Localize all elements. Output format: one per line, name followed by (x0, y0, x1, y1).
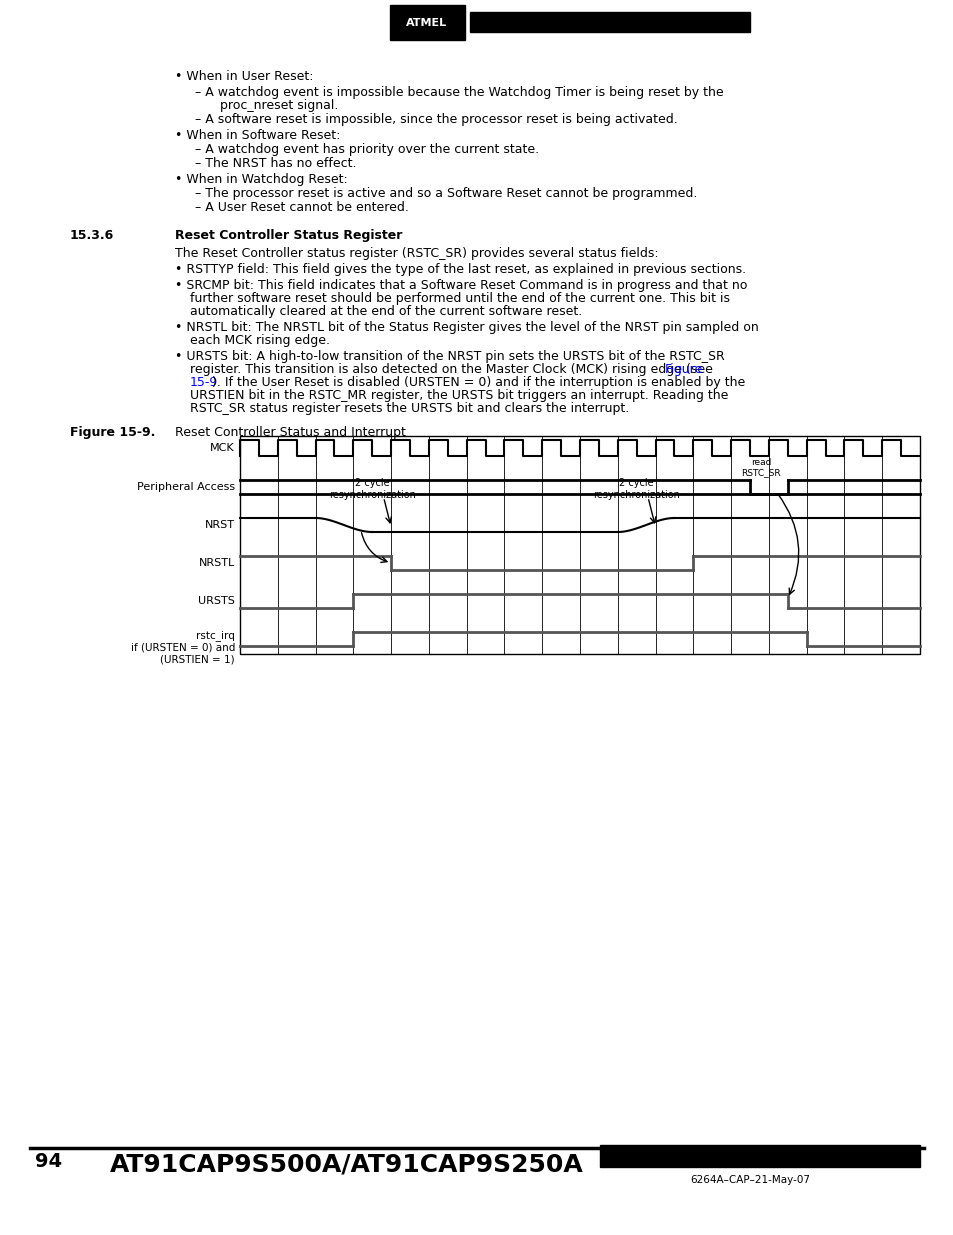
Text: NRST: NRST (205, 520, 234, 530)
Text: • NRSTL bit: The NRSTL bit of the Status Register gives the level of the NRST pi: • NRSTL bit: The NRSTL bit of the Status… (174, 321, 758, 333)
Text: – A software reset is impossible, since the processor reset is being activated.: – A software reset is impossible, since … (194, 112, 677, 126)
Text: • URSTS bit: A high-to-low transition of the NRST pin sets the URSTS bit of the : • URSTS bit: A high-to-low transition of… (174, 350, 724, 363)
Text: register. This transition is also detected on the Master Clock (MCK) rising edge: register. This transition is also detect… (190, 363, 716, 375)
Text: 94: 94 (35, 1152, 62, 1171)
Bar (470, 12, 749, 32)
Text: • When in Software Reset:: • When in Software Reset: (174, 128, 340, 142)
Text: – The processor reset is active and so a Software Reset cannot be programmed.: – The processor reset is active and so a… (194, 186, 697, 200)
Text: Figure: Figure (664, 363, 702, 375)
Text: rstc_irq
if (URSTEN = 0) and
(URSTIEN = 1): rstc_irq if (URSTEN = 0) and (URSTIEN = … (131, 630, 234, 664)
Text: URSTS: URSTS (198, 597, 234, 606)
Bar (240, 436, 919, 655)
Text: proc_nreset signal.: proc_nreset signal. (220, 99, 338, 112)
Text: – A watchdog event has priority over the current state.: – A watchdog event has priority over the… (194, 143, 538, 156)
Text: – A watchdog event is impossible because the Watchdog Timer is being reset by th: – A watchdog event is impossible because… (194, 86, 723, 99)
Text: Reset Controller Status and Interrupt: Reset Controller Status and Interrupt (174, 426, 405, 438)
Text: AT91CAP9S500A/AT91CAP9S250A: AT91CAP9S500A/AT91CAP9S250A (110, 1152, 583, 1176)
Text: NRSTL: NRSTL (198, 558, 234, 568)
Text: Figure 15-9.: Figure 15-9. (70, 426, 155, 438)
Text: Reset Controller Status Register: Reset Controller Status Register (174, 228, 402, 242)
Text: ). If the User Reset is disabled (URSTEN = 0) and if the interruption is enabled: ). If the User Reset is disabled (URSTEN… (212, 375, 744, 389)
Bar (390, 5, 464, 40)
Text: • SRCMP bit: This field indicates that a Software Reset Command is in progress a: • SRCMP bit: This field indicates that a… (174, 279, 746, 291)
Text: 2 cycle
resynchronization: 2 cycle resynchronization (329, 478, 416, 500)
Text: • When in Watchdog Reset:: • When in Watchdog Reset: (174, 173, 348, 186)
Text: automatically cleared at the end of the current software reset.: automatically cleared at the end of the … (190, 305, 581, 317)
Text: • When in User Reset:: • When in User Reset: (174, 70, 314, 83)
Text: URSTIEN bit in the RSTC_MR register, the URSTS bit triggers an interrupt. Readin: URSTIEN bit in the RSTC_MR register, the… (190, 389, 727, 403)
Text: read
RSTC_SR: read RSTC_SR (740, 458, 781, 477)
Text: RSTC_SR status register resets the URSTS bit and clears the interrupt.: RSTC_SR status register resets the URSTS… (190, 403, 629, 415)
Text: – A User Reset cannot be entered.: – A User Reset cannot be entered. (194, 201, 409, 214)
Text: MCK: MCK (211, 443, 234, 453)
Bar (599, 1145, 919, 1167)
Text: 6264A–CAP–21-May-07: 6264A–CAP–21-May-07 (689, 1174, 809, 1186)
Text: 2 cycle
resynchronization: 2 cycle resynchronization (593, 478, 679, 500)
Text: – The NRST has no effect.: – The NRST has no effect. (194, 157, 356, 170)
Text: The Reset Controller status register (RSTC_SR) provides several status fields:: The Reset Controller status register (RS… (174, 247, 658, 261)
Text: ATMEL: ATMEL (406, 19, 447, 28)
Text: further software reset should be performed until the end of the current one. Thi: further software reset should be perform… (190, 291, 729, 305)
Text: • RSTTYP field: This field gives the type of the last reset, as explained in pre: • RSTTYP field: This field gives the typ… (174, 263, 745, 275)
Text: 15.3.6: 15.3.6 (70, 228, 114, 242)
Text: Peripheral Access: Peripheral Access (136, 482, 234, 492)
Text: each MCK rising edge.: each MCK rising edge. (190, 333, 330, 347)
Text: 15-9: 15-9 (190, 375, 218, 389)
